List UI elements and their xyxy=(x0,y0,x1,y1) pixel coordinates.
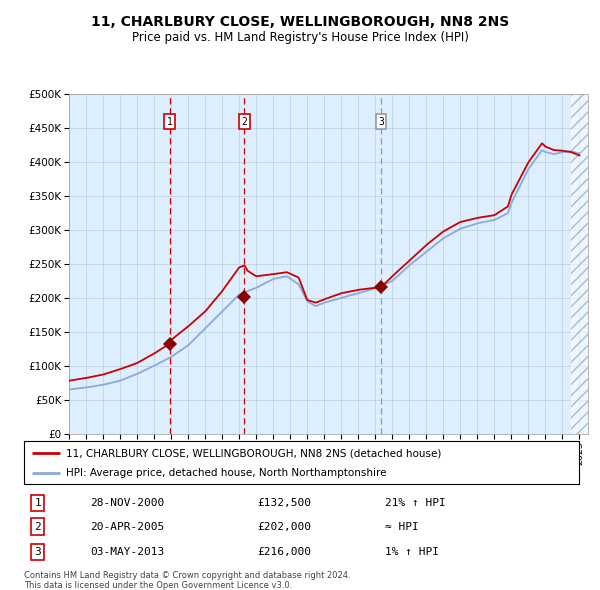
Text: 1: 1 xyxy=(167,117,173,126)
Text: 28-NOV-2000: 28-NOV-2000 xyxy=(91,498,165,507)
Text: 21% ↑ HPI: 21% ↑ HPI xyxy=(385,498,445,507)
Text: 20-APR-2005: 20-APR-2005 xyxy=(91,522,165,532)
Text: 11, CHARLBURY CLOSE, WELLINGBOROUGH, NN8 2NS (detached house): 11, CHARLBURY CLOSE, WELLINGBOROUGH, NN8… xyxy=(65,448,441,458)
Text: 11, CHARLBURY CLOSE, WELLINGBOROUGH, NN8 2NS: 11, CHARLBURY CLOSE, WELLINGBOROUGH, NN8… xyxy=(91,15,509,29)
Text: ≈ HPI: ≈ HPI xyxy=(385,522,419,532)
Text: £202,000: £202,000 xyxy=(257,522,311,532)
Bar xyxy=(571,94,590,434)
Text: £132,500: £132,500 xyxy=(257,498,311,507)
Text: 1% ↑ HPI: 1% ↑ HPI xyxy=(385,547,439,557)
Text: HPI: Average price, detached house, North Northamptonshire: HPI: Average price, detached house, Nort… xyxy=(65,468,386,478)
Text: 3: 3 xyxy=(35,547,41,557)
Text: £216,000: £216,000 xyxy=(257,547,311,557)
Text: 2: 2 xyxy=(35,522,41,532)
Text: 3: 3 xyxy=(378,117,384,126)
Text: Contains HM Land Registry data © Crown copyright and database right 2024.: Contains HM Land Registry data © Crown c… xyxy=(24,571,350,579)
Text: 1: 1 xyxy=(35,498,41,507)
Bar xyxy=(571,94,590,434)
Text: Price paid vs. HM Land Registry's House Price Index (HPI): Price paid vs. HM Land Registry's House … xyxy=(131,31,469,44)
Text: This data is licensed under the Open Government Licence v3.0.: This data is licensed under the Open Gov… xyxy=(24,581,292,589)
Text: 2: 2 xyxy=(242,117,247,126)
Text: 03-MAY-2013: 03-MAY-2013 xyxy=(91,547,165,557)
